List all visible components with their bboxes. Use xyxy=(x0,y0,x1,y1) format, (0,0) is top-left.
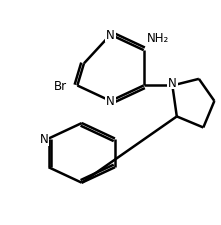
Text: N: N xyxy=(40,133,49,145)
Text: N: N xyxy=(106,95,115,108)
Text: Br: Br xyxy=(54,80,67,92)
Text: N: N xyxy=(168,76,177,89)
Text: N: N xyxy=(106,29,115,42)
Text: NH₂: NH₂ xyxy=(147,32,169,45)
